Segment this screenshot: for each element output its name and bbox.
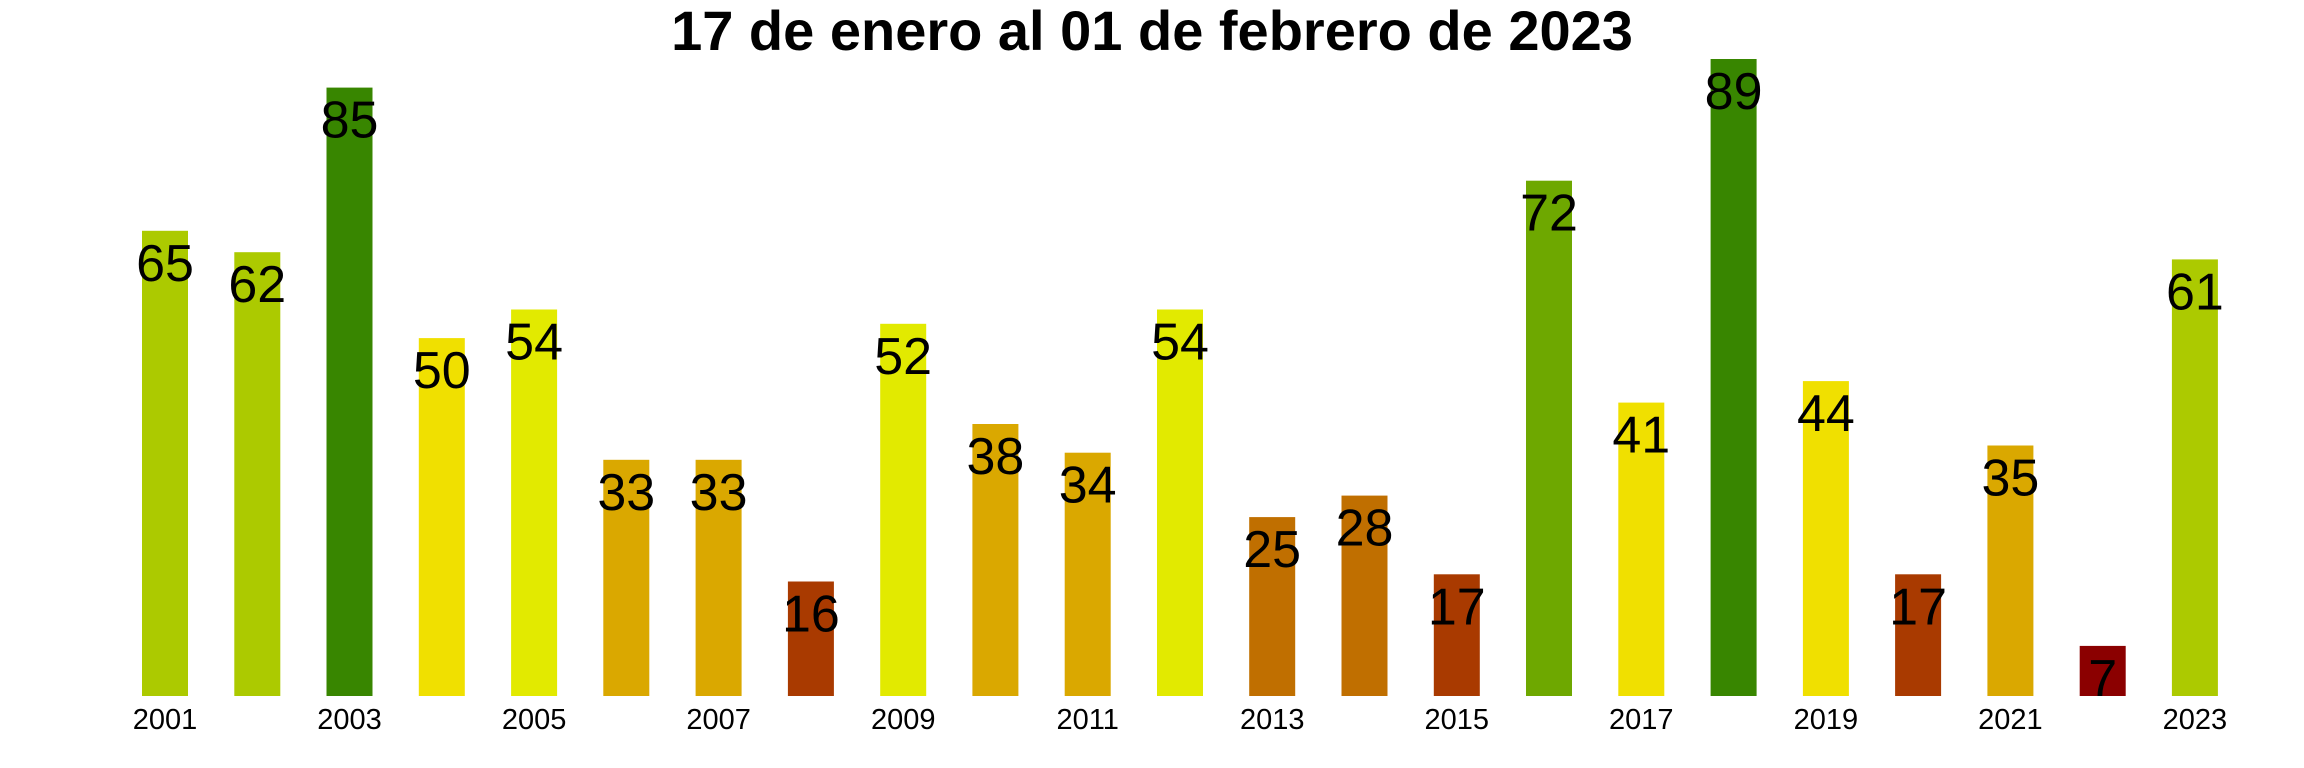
x-tick-label-2003: 2003 — [317, 704, 382, 736]
x-tick-label-2001: 2001 — [133, 704, 198, 736]
data-labels-group: 65 62 85 50 54 33 33 16 52 38 34 54 25 28 17 72 41 89 44 17… — [136, 63, 2224, 708]
bar-2008 — [787, 581, 834, 696]
data-label-2011: 34 — [1059, 457, 1117, 515]
bar-2003 — [326, 87, 373, 697]
x-tick-label-2021: 2021 — [1978, 704, 2043, 736]
bar-2022 — [2079, 645, 2126, 696]
bar-2016 — [1526, 180, 1572, 696]
x-tick-label-2007: 2007 — [686, 704, 751, 736]
bar-2010 — [972, 424, 1019, 696]
bars-group — [142, 59, 2218, 697]
bar-2014 — [1341, 495, 1388, 696]
bar-2017 — [1618, 402, 1665, 696]
data-label-2019: 44 — [1797, 385, 1855, 443]
x-tick-label-2013: 2013 — [1240, 704, 1305, 736]
data-label-2009: 52 — [874, 328, 932, 386]
bar-2001 — [142, 230, 188, 697]
bar-2018 — [1710, 59, 1757, 696]
data-label-2010: 38 — [966, 428, 1024, 486]
data-label-2017: 41 — [1612, 407, 1670, 465]
data-label-2013: 25 — [1243, 521, 1301, 579]
bar-2020 — [1895, 574, 1942, 696]
chart-title: 17 de enero al 01 de febrero de 2023 — [671, 0, 1633, 62]
x-axis-tick-labels: 2001 2003 2005 2007 2009 2011 2013 2015 2017 2019… — [133, 704, 2227, 736]
data-label-2021: 35 — [1981, 450, 2039, 508]
bar-2021 — [1987, 445, 2034, 696]
data-label-2006: 33 — [597, 464, 655, 522]
data-label-2012: 54 — [1151, 314, 1209, 372]
data-label-2004: 50 — [413, 342, 471, 400]
data-label-2005: 54 — [505, 314, 563, 372]
data-label-2001: 65 — [136, 235, 194, 293]
bar-2013 — [1249, 517, 1296, 696]
x-tick-label-2011: 2011 — [1057, 704, 1119, 736]
data-label-2020: 17 — [1889, 578, 1947, 636]
bar-2019 — [1802, 381, 1849, 696]
data-label-2008: 16 — [782, 586, 840, 644]
bar-2009 — [880, 323, 927, 696]
data-label-2022: 7 — [2088, 650, 2117, 708]
bar-2002 — [234, 252, 281, 696]
bar-2005 — [511, 309, 558, 696]
data-label-2002: 62 — [228, 256, 286, 314]
data-label-2014: 28 — [1336, 500, 1394, 558]
data-label-2003: 85 — [321, 92, 379, 150]
data-label-2007: 33 — [690, 464, 748, 522]
bar-2023 — [2171, 259, 2218, 696]
bar-2004 — [418, 338, 465, 696]
x-tick-label-2005: 2005 — [502, 704, 567, 736]
x-tick-label-2009: 2009 — [871, 704, 936, 736]
data-label-2023: 61 — [2166, 263, 2224, 321]
data-label-2018: 89 — [1705, 63, 1763, 121]
x-tick-label-2019: 2019 — [1794, 704, 1859, 736]
bar-2015 — [1433, 574, 1480, 696]
bar-2007 — [695, 459, 742, 696]
x-tick-label-2023: 2023 — [2163, 704, 2228, 736]
data-label-2015: 17 — [1428, 578, 1486, 636]
data-label-2016: 72 — [1520, 185, 1578, 243]
x-tick-label-2015: 2015 — [1425, 704, 1490, 736]
x-tick-label-2017: 2017 — [1609, 704, 1674, 736]
bar-2006 — [603, 459, 650, 696]
bar-2011 — [1064, 452, 1111, 696]
bar-2012 — [1157, 309, 1203, 696]
